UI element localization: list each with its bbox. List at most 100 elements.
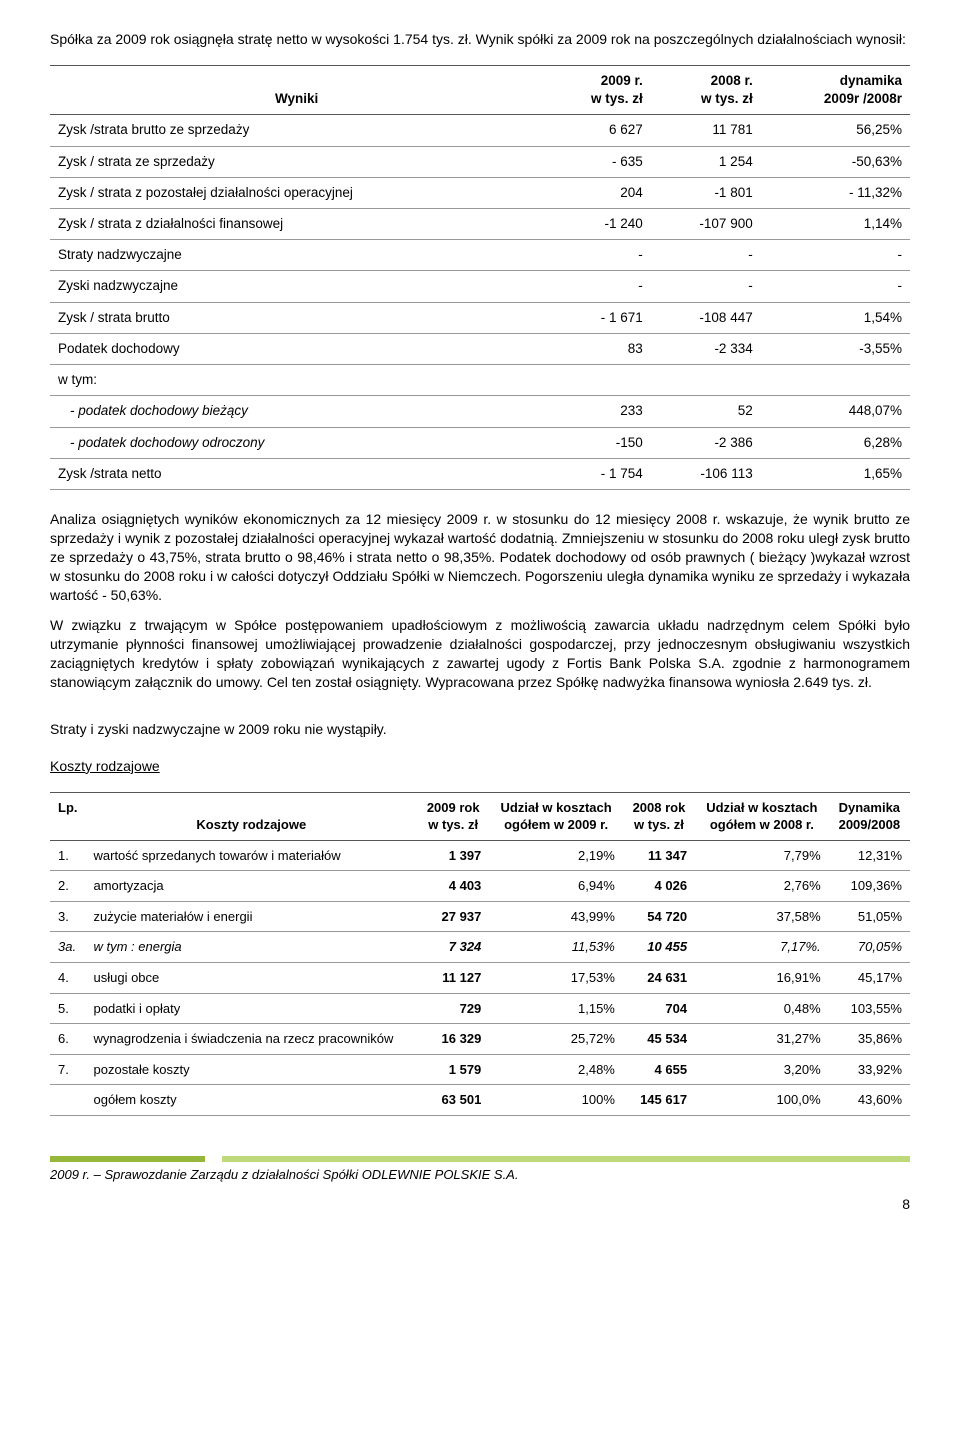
costs-row: ogółem koszty63 501100%145 617100,0%43,6… [50,1085,910,1116]
results-cell-2009: 6 627 [543,115,651,146]
costs-section-title: Koszty rodzajowe [50,757,910,776]
results-cell-dyn: - [761,240,910,271]
page-number: 8 [50,1195,910,1214]
results-cell-dyn: 448,07% [761,396,910,427]
results-row: Zysk / strata ze sprzedaży- 6351 254-50,… [50,146,910,177]
results-cell-label: - podatek dochodowy bieżący [50,396,543,427]
costs-row: 5.podatki i opłaty7291,15%7040,48%103,55… [50,993,910,1024]
costs-cell-share2008: 0,48% [695,993,829,1024]
costs-cell-lp: 5. [50,993,86,1024]
costs-cell-share2009: 2,19% [489,840,623,871]
results-cell-2008: 11 781 [651,115,761,146]
costs-cell-share2009: 100% [489,1085,623,1116]
results-cell-dyn: - 11,32% [761,177,910,208]
results-cell-label: - podatek dochodowy odroczony [50,427,543,458]
costs-cell-share2008: 7,79% [695,840,829,871]
costs-cell-share2009: 25,72% [489,1024,623,1055]
costs-cell-2008: 11 347 [623,840,695,871]
results-header-dyn-a: dynamika [840,73,902,88]
results-cell-2009: - 1 754 [543,458,651,489]
costs-cell-lp [50,1085,86,1116]
footer-text: 2009 r. – Sprawozdanie Zarządu z działal… [50,1166,910,1184]
costs-cell-share2009: 2,48% [489,1054,623,1085]
costs-row: 3.zużycie materiałów i energii27 93743,9… [50,901,910,932]
costs-cell-name: zużycie materiałów i energii [86,901,418,932]
costs-cell-share2008: 16,91% [695,963,829,994]
costs-cell-2008: 4 026 [623,871,695,902]
costs-cell-dyn: 43,60% [829,1085,910,1116]
results-cell-2008: -106 113 [651,458,761,489]
costs-cell-2009: 4 403 [417,871,489,902]
costs-cell-dyn: 12,31% [829,840,910,871]
costs-cell-lp: 7. [50,1054,86,1085]
costs-cell-2008: 145 617 [623,1085,695,1116]
costs-cell-lp: 3a. [50,932,86,963]
results-row: w tym: [50,365,910,396]
costs-cell-share2008: 37,58% [695,901,829,932]
costs-row: 4.usługi obce11 12717,53%24 63116,91%45,… [50,963,910,994]
results-cell-2009: - [543,271,651,302]
results-cell-label: Zysk / strata z pozostałej działalności … [50,177,543,208]
results-cell-label: Straty nadzwyczajne [50,240,543,271]
results-cell-2009: - 635 [543,146,651,177]
costs-header-c1b: w tys. zł [428,817,478,832]
results-table: Wyniki 2009 r. w tys. zł 2008 r. w tys. … [50,65,910,490]
costs-row: 7.pozostałe koszty1 5792,48%4 6553,20%33… [50,1054,910,1085]
results-cell-2008: - [651,271,761,302]
costs-cell-2008: 54 720 [623,901,695,932]
results-cell-2009: 233 [543,396,651,427]
results-cell-2008: -108 447 [651,302,761,333]
costs-cell-share2009: 6,94% [489,871,623,902]
results-row: Zysk /strata netto- 1 754-106 1131,65% [50,458,910,489]
costs-cell-share2008: 7,17%. [695,932,829,963]
costs-header-c2a: Udział w kosztach [500,800,611,815]
costs-row: 2.amortyzacja4 4036,94%4 0262,76%109,36% [50,871,910,902]
costs-header-name: Koszty rodzajowe [196,817,306,832]
results-cell-2008: -107 900 [651,208,761,239]
analysis-paragraph-2: W związku z trwającym w Spółce postępowa… [50,616,910,692]
costs-row: 3a.w tym : energia7 32411,53%10 4557,17%… [50,932,910,963]
costs-cell-dyn: 51,05% [829,901,910,932]
results-cell-2008: 52 [651,396,761,427]
costs-header-c4b: ogółem w 2008 r. [710,817,814,832]
costs-cell-name: wartość sprzedanych towarów i materiałów [86,840,418,871]
costs-row: 6.wynagrodzenia i świadczenia na rzecz p… [50,1024,910,1055]
analysis-paragraph-1: Analiza osiągniętych wyników ekonomiczny… [50,510,910,604]
results-header-wyniki: Wyniki [275,91,318,106]
costs-cell-name: podatki i opłaty [86,993,418,1024]
results-header-2008-a: 2008 r. [711,73,753,88]
results-cell-2009: -1 240 [543,208,651,239]
costs-cell-2009: 729 [417,993,489,1024]
costs-cell-2008: 704 [623,993,695,1024]
results-cell-2009: 204 [543,177,651,208]
results-row: - podatek dochodowy bieżący23352448,07% [50,396,910,427]
results-row: Zysk / strata brutto- 1 671-108 4471,54% [50,302,910,333]
costs-cell-lp: 6. [50,1024,86,1055]
costs-header-c4a: Udział w kosztach [706,800,817,815]
costs-cell-2009: 1 397 [417,840,489,871]
costs-row: 1.wartość sprzedanych towarów i materiał… [50,840,910,871]
costs-header-c3b: w tys. zł [634,817,684,832]
costs-header-c2b: ogółem w 2009 r. [504,817,608,832]
results-cell-dyn: 6,28% [761,427,910,458]
costs-cell-share2009: 17,53% [489,963,623,994]
results-cell-2008: -1 801 [651,177,761,208]
costs-cell-share2008: 2,76% [695,871,829,902]
results-cell-label: w tym: [50,365,543,396]
results-cell-label: Zysk / strata z działalności finansowej [50,208,543,239]
costs-cell-lp: 1. [50,840,86,871]
costs-cell-2008: 10 455 [623,932,695,963]
costs-cell-dyn: 35,86% [829,1024,910,1055]
costs-cell-name: amortyzacja [86,871,418,902]
costs-cell-2009: 63 501 [417,1085,489,1116]
costs-cell-lp: 3. [50,901,86,932]
costs-cell-dyn: 45,17% [829,963,910,994]
results-cell-2009: - 1 671 [543,302,651,333]
costs-cell-2009: 11 127 [417,963,489,994]
costs-cell-lp: 4. [50,963,86,994]
costs-cell-name: usługi obce [86,963,418,994]
costs-cell-2009: 16 329 [417,1024,489,1055]
costs-cell-2008: 45 534 [623,1024,695,1055]
results-cell-label: Zyski nadzwyczajne [50,271,543,302]
costs-cell-name: w tym : energia [86,932,418,963]
